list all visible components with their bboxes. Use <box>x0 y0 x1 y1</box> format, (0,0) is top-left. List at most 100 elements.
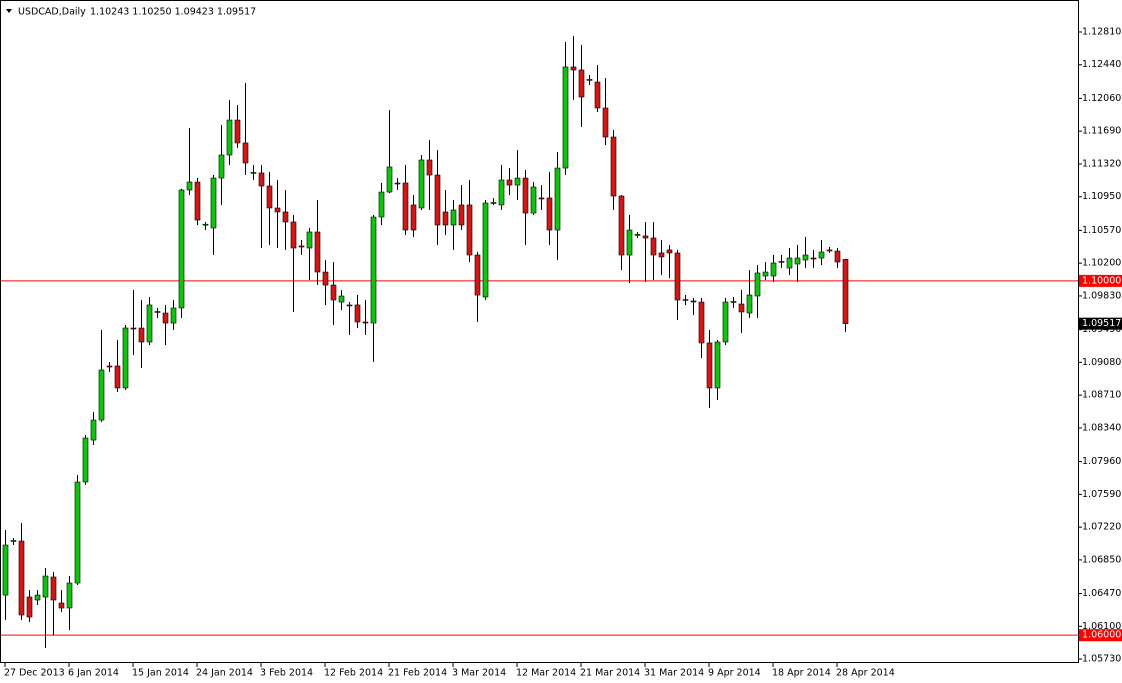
x-tick-label: 27 Dec 2013 <box>4 668 65 679</box>
x-tick-label: 15 Jan 2014 <box>132 668 189 679</box>
candle-body <box>266 185 273 209</box>
x-tick-label: 28 Apr 2014 <box>836 668 895 679</box>
y-tick-label: 1.12810 <box>1082 26 1121 37</box>
candle-body <box>626 229 633 256</box>
candle-body <box>290 221 297 249</box>
candle-body <box>522 177 529 214</box>
candle-body <box>162 312 169 324</box>
x-tick-label: 21 Feb 2014 <box>388 668 447 679</box>
candle-body <box>642 235 649 239</box>
candle-body <box>530 186 537 214</box>
candle-body <box>802 254 809 261</box>
candle-body <box>82 437 89 483</box>
candle-body <box>258 172 265 187</box>
price-label-bg <box>1079 317 1122 330</box>
candle-body <box>658 252 665 258</box>
candle-body <box>178 189 185 309</box>
candle-body <box>650 237 657 256</box>
candle-body <box>338 295 345 303</box>
candle-body <box>386 166 393 193</box>
candle-body <box>394 182 401 185</box>
candle-body <box>746 294 753 314</box>
candle-body <box>722 301 729 343</box>
h-line-label: 1.10000 <box>1082 275 1121 286</box>
candle-body <box>570 66 577 71</box>
y-tick-label: 1.12440 <box>1082 59 1121 70</box>
candle-body <box>186 181 193 191</box>
candle-body <box>770 262 777 277</box>
candle-body <box>538 197 545 200</box>
y-tick-label: 1.06100 <box>1082 621 1121 632</box>
candle-body <box>610 136 617 197</box>
candle-body <box>346 304 353 307</box>
candle-body <box>474 254 481 296</box>
menu-arrow <box>6 9 12 13</box>
candle-body <box>834 250 841 263</box>
candle-body <box>674 252 681 301</box>
candle-body <box>586 79 593 81</box>
candle-body <box>578 69 585 98</box>
candle-body <box>10 540 17 542</box>
candle-body <box>210 177 217 229</box>
y-tick-label: 1.11690 <box>1082 126 1121 137</box>
y-tick-label: 1.08710 <box>1082 390 1121 401</box>
candle-body <box>130 327 137 330</box>
y-tick-label: 1.10950 <box>1082 191 1121 202</box>
candle-body <box>450 209 457 226</box>
y-tick-label: 1.09080 <box>1082 357 1121 368</box>
candle-body <box>466 204 473 256</box>
candle-body <box>730 301 737 303</box>
candle-body <box>98 369 105 421</box>
candle-body <box>738 303 745 313</box>
x-tick-label: 18 Apr 2014 <box>772 668 831 679</box>
candle-body <box>634 234 641 236</box>
x-tick-label: 24 Jan 2014 <box>196 668 253 679</box>
candle-body <box>322 271 329 286</box>
candle-body <box>826 249 833 252</box>
candle-body <box>514 177 521 186</box>
candle-body <box>698 301 705 344</box>
y-tick-label: 1.07220 <box>1082 522 1121 533</box>
h-line-label-bg <box>1079 274 1122 287</box>
candle-body <box>442 211 449 226</box>
candle-body <box>74 481 81 584</box>
candle-body <box>682 299 689 301</box>
candle-body <box>250 172 257 174</box>
candle-body <box>274 207 281 213</box>
candle-body <box>842 259 849 324</box>
candle-body <box>666 249 673 254</box>
candle-body <box>602 107 609 138</box>
candle-body <box>50 576 57 601</box>
candle-body <box>154 311 161 313</box>
candle-body <box>218 154 225 179</box>
y-tick-label: 1.09830 <box>1082 290 1121 301</box>
y-tick-label: 1.06850 <box>1082 554 1121 565</box>
candle-body <box>762 271 769 277</box>
x-tick-label: 12 Mar 2014 <box>516 668 576 679</box>
y-tick-label: 1.05730 <box>1082 654 1121 665</box>
x-tick-label: 21 Mar 2014 <box>580 668 640 679</box>
candle-body <box>410 204 417 231</box>
y-tick-label: 1.07960 <box>1082 456 1121 467</box>
y-tick-label: 1.07590 <box>1082 489 1121 500</box>
candle-body <box>18 540 25 616</box>
h-line-label: 1.06000 <box>1082 630 1121 641</box>
candle-body <box>434 174 441 226</box>
candle-body <box>234 119 241 144</box>
candle-body <box>26 596 33 618</box>
x-tick-label: 12 Feb 2014 <box>324 668 383 679</box>
candle-body <box>506 179 513 186</box>
candle-body <box>562 66 569 169</box>
candle-body <box>690 300 697 303</box>
y-tick-label: 1.12060 <box>1082 93 1121 104</box>
candle-body <box>818 251 825 259</box>
x-tick-label: 6 Jan 2014 <box>68 668 119 679</box>
candle-body <box>2 544 9 596</box>
candle-body <box>298 245 305 248</box>
candle-body <box>42 575 49 598</box>
y-tick-label: 1.10200 <box>1082 258 1121 269</box>
candle-body <box>122 327 129 389</box>
y-tick-label: 1.08340 <box>1082 422 1121 433</box>
